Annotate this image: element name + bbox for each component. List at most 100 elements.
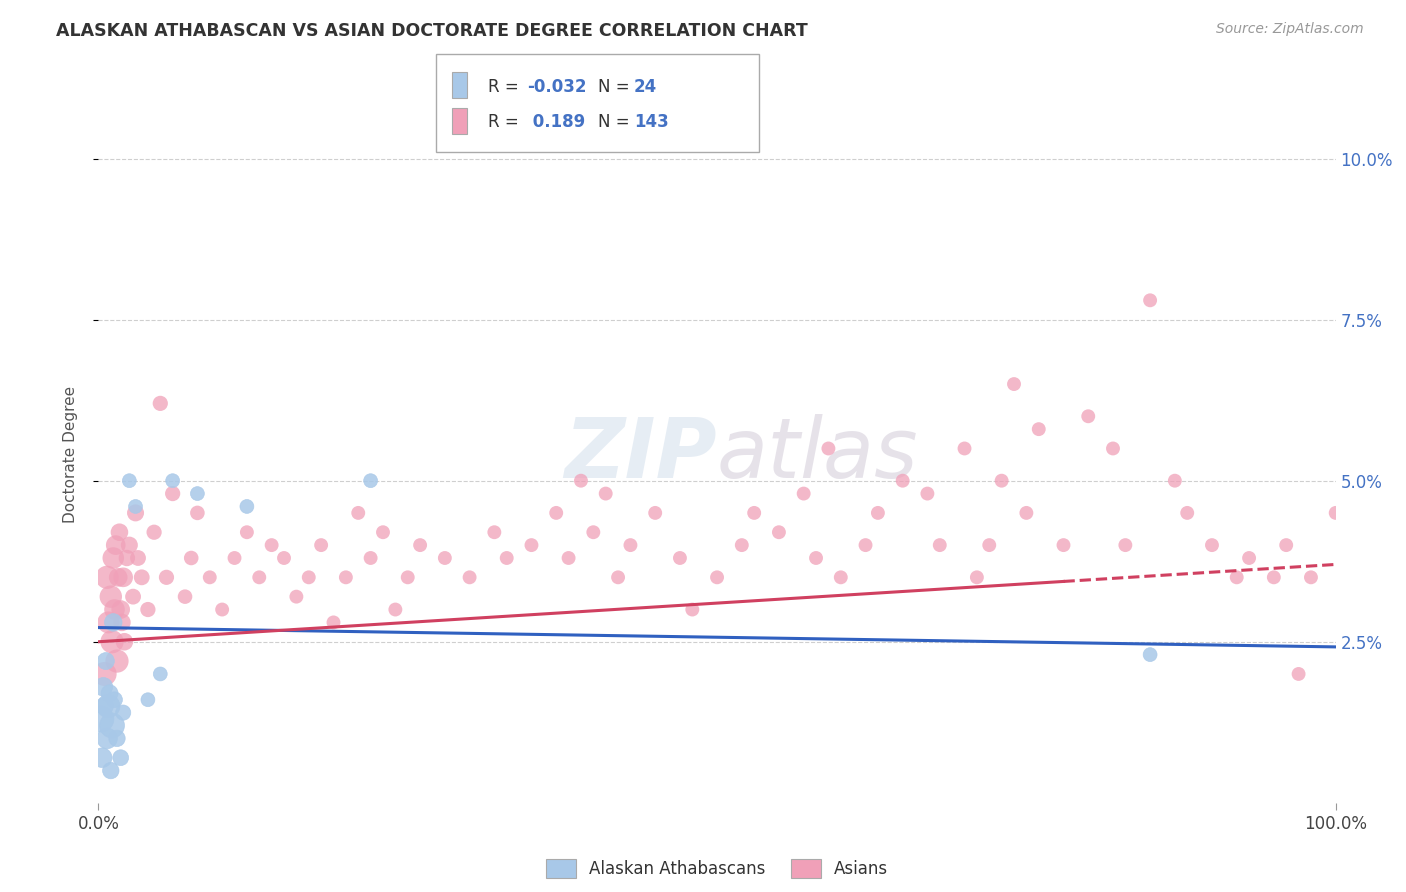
Point: [917, 486, 939, 500]
Point: [928, 538, 950, 552]
Point: [1237, 551, 1260, 566]
Text: R =: R =: [488, 78, 524, 95]
Point: [582, 525, 605, 540]
Point: [855, 538, 877, 552]
Point: [162, 474, 184, 488]
Point: [247, 570, 270, 584]
Point: [180, 551, 202, 566]
Point: [309, 538, 332, 552]
Point: [100, 590, 122, 604]
Point: [557, 551, 579, 566]
Text: R =: R =: [488, 113, 524, 131]
Point: [104, 538, 127, 552]
Point: [1299, 570, 1322, 584]
Point: [360, 551, 382, 566]
Point: [115, 551, 138, 566]
Point: [1002, 377, 1025, 392]
Point: [979, 538, 1001, 552]
Point: [91, 750, 114, 764]
Point: [706, 570, 728, 584]
Point: [1052, 538, 1074, 552]
Point: [155, 570, 177, 584]
Point: [105, 731, 128, 746]
Point: [804, 551, 827, 566]
Point: [768, 525, 790, 540]
Point: [619, 538, 641, 552]
Point: [93, 667, 115, 681]
Point: [118, 474, 141, 488]
Point: [103, 602, 125, 616]
Point: [990, 474, 1012, 488]
Point: [127, 551, 149, 566]
Point: [103, 692, 125, 706]
Text: ZIP: ZIP: [564, 415, 717, 495]
Point: [108, 525, 131, 540]
Point: [891, 474, 914, 488]
Point: [595, 486, 617, 500]
Point: [433, 551, 456, 566]
Point: [1288, 667, 1310, 681]
Point: [1226, 570, 1249, 584]
Point: [124, 506, 146, 520]
Point: [866, 506, 889, 520]
Point: [94, 654, 117, 668]
Text: 143: 143: [634, 113, 669, 131]
Point: [384, 602, 406, 616]
Point: [298, 570, 321, 584]
Point: [681, 602, 703, 616]
Point: [100, 764, 122, 778]
Point: [953, 442, 976, 456]
Point: [103, 615, 125, 630]
Point: [1114, 538, 1136, 552]
Legend: Alaskan Athabascans, Asians: Alaskan Athabascans, Asians: [540, 853, 894, 885]
Point: [569, 474, 592, 488]
Point: [112, 570, 135, 584]
Point: [103, 551, 125, 566]
Point: [966, 570, 988, 584]
Point: [93, 699, 115, 714]
Point: [335, 570, 357, 584]
Point: [96, 731, 118, 746]
Point: [458, 570, 481, 584]
Point: [1164, 474, 1187, 488]
Point: [97, 615, 120, 630]
Point: [110, 602, 132, 616]
Point: [186, 506, 208, 520]
Point: [520, 538, 543, 552]
Point: [101, 718, 124, 732]
Text: atlas: atlas: [717, 415, 918, 495]
Point: [285, 590, 308, 604]
Point: [1077, 409, 1099, 424]
Point: [107, 570, 129, 584]
Point: [1015, 506, 1038, 520]
Point: [96, 570, 118, 584]
Point: [105, 654, 128, 668]
Point: [118, 538, 141, 552]
Point: [322, 615, 344, 630]
Point: [124, 500, 146, 514]
Point: [110, 750, 132, 764]
Point: [162, 486, 184, 500]
Point: [260, 538, 283, 552]
Point: [409, 538, 432, 552]
Point: [149, 667, 172, 681]
Point: [1275, 538, 1298, 552]
Point: [143, 525, 166, 540]
Point: [1175, 506, 1198, 520]
Point: [236, 525, 259, 540]
Text: 24: 24: [634, 78, 658, 95]
Point: [122, 590, 145, 604]
Y-axis label: Doctorate Degree: Doctorate Degree: [63, 386, 77, 524]
Point: [136, 692, 159, 706]
Point: [1263, 570, 1285, 584]
Point: [98, 686, 121, 700]
Point: [198, 570, 221, 584]
Point: [236, 500, 259, 514]
Point: [131, 570, 153, 584]
Point: [149, 396, 172, 410]
Point: [484, 525, 506, 540]
Point: [817, 442, 839, 456]
Point: [1324, 506, 1347, 520]
Point: [1139, 648, 1161, 662]
Point: [495, 551, 517, 566]
